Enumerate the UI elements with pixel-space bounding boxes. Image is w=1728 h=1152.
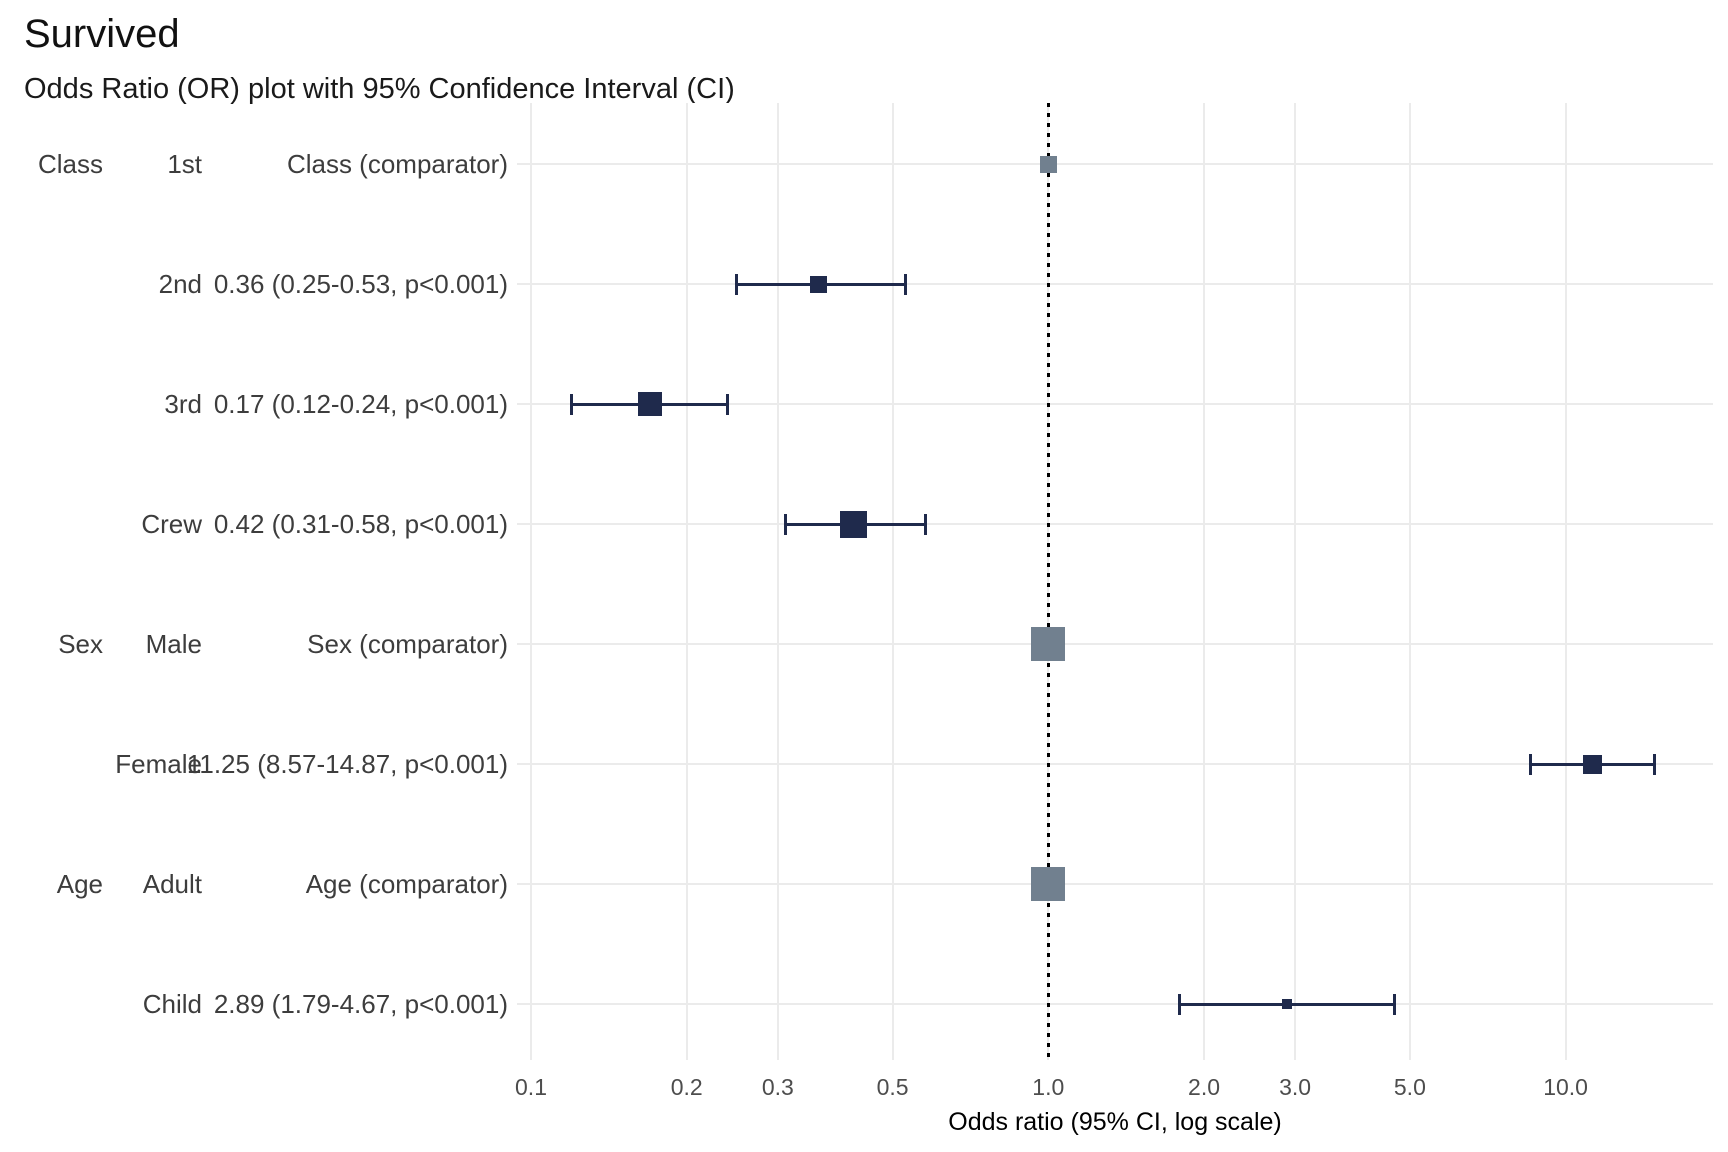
or-marker <box>638 392 663 416</box>
or-marker <box>1582 754 1602 774</box>
group-label: Class <box>37 149 103 179</box>
ci-cap-high <box>924 513 928 535</box>
x-tick-label: 1.0 <box>1032 1074 1065 1100</box>
ci-cap-low <box>735 273 739 295</box>
ci-cap-high <box>904 273 908 295</box>
or-marker <box>1281 999 1292 1009</box>
estimate-label: 2.89 (1.79-4.67, p<0.001) <box>213 989 508 1019</box>
estimate-label: 0.17 (0.12-0.24, p<0.001) <box>213 389 508 419</box>
h-gridline <box>517 1003 1713 1005</box>
ci-cap-high <box>726 393 730 415</box>
v-gridline <box>1203 103 1206 1060</box>
x-tick-label: 0.3 <box>761 1074 794 1100</box>
x-axis-title: Odds ratio (95% CI, log scale) <box>948 1108 1282 1136</box>
group-label: Sex <box>58 629 103 659</box>
comparator-marker <box>1039 155 1057 173</box>
v-gridline <box>891 103 894 1060</box>
v-gridline <box>685 103 688 1060</box>
estimate-label: Class (comparator) <box>286 149 508 179</box>
level-label: 2nd <box>158 269 202 299</box>
estimate-label: 0.42 (0.31-0.58, p<0.001) <box>213 509 508 539</box>
estimate-label: Sex (comparator) <box>307 629 508 659</box>
level-label: Female <box>115 749 202 779</box>
x-tick-label: 0.5 <box>876 1074 909 1100</box>
ci-cap-high <box>1393 993 1397 1015</box>
x-tick-label: 5.0 <box>1393 1074 1426 1100</box>
v-gridline <box>1294 103 1297 1060</box>
v-gridline <box>1408 103 1411 1060</box>
level-label: Crew <box>141 509 202 539</box>
x-tick-label: 3.0 <box>1279 1074 1312 1100</box>
h-gridline <box>517 403 1713 405</box>
h-gridline <box>517 643 1713 645</box>
reference-line <box>1046 103 1050 1060</box>
h-gridline <box>517 163 1713 165</box>
level-label: 3rd <box>164 389 202 419</box>
h-gridline <box>517 283 1713 285</box>
ci-cap-low <box>783 513 787 535</box>
comparator-marker <box>1031 627 1066 661</box>
x-tick-label: 0.1 <box>515 1074 547 1100</box>
h-gridline <box>517 763 1713 765</box>
level-label: Child <box>142 989 202 1019</box>
v-gridline <box>776 103 779 1060</box>
ci-cap-low <box>1529 753 1533 775</box>
comparator-marker <box>1031 867 1066 901</box>
ci-cap-low <box>570 393 574 415</box>
plot-panel <box>517 103 1713 1060</box>
x-tick-label: 0.2 <box>670 1074 703 1100</box>
estimate-label: 0.36 (0.25-0.53, p<0.001) <box>213 269 508 299</box>
plot-title: Survived <box>24 12 180 56</box>
level-label: Male <box>145 629 202 659</box>
h-gridline <box>517 883 1713 885</box>
or-marker <box>810 275 828 293</box>
x-tick-label: 2.0 <box>1188 1074 1221 1100</box>
ci-cap-high <box>1653 753 1657 775</box>
ci-cap-low <box>1177 993 1181 1015</box>
estimate-label: Age (comparator) <box>305 869 508 899</box>
v-gridline <box>1564 103 1567 1060</box>
estimate-label: 11.25 (8.57-14.87, p<0.001) <box>186 749 508 779</box>
group-label: Age <box>56 869 103 899</box>
level-label: 1st <box>167 149 202 179</box>
or-marker <box>839 510 867 538</box>
h-gridline <box>517 523 1713 525</box>
level-label: Adult <box>142 869 202 899</box>
plot-subtitle: Odds Ratio (OR) plot with 95% Confidence… <box>24 73 735 105</box>
x-tick-label: 10.0 <box>1543 1074 1588 1100</box>
v-gridline <box>530 103 532 1060</box>
